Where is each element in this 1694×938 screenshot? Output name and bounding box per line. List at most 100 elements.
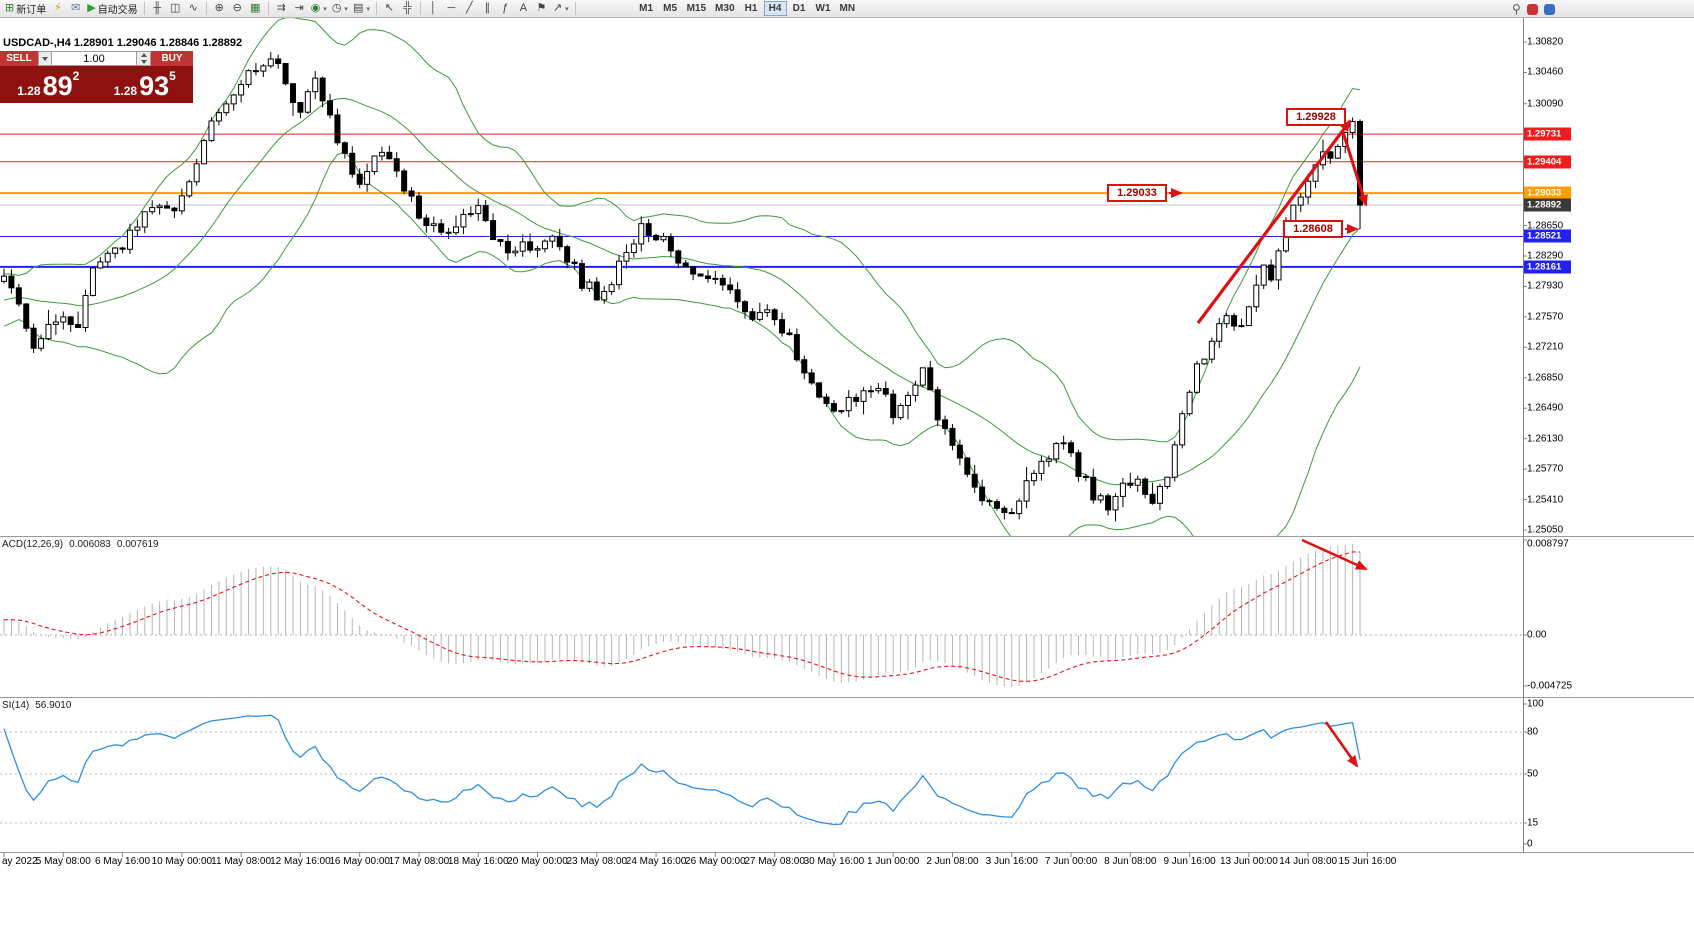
stepper-down[interactable] <box>137 59 150 66</box>
periods-icon: ◷ <box>331 2 342 14</box>
price-axis-label: 1.27210 <box>1527 341 1564 353</box>
bollinger-middle-band <box>3 97 1361 486</box>
candlestick-chart-icon: ◫ <box>169 2 181 14</box>
ohlc-text: USDCAD-,H4 1.28901 1.29046 1.28846 1.288… <box>3 37 243 49</box>
cursor-button[interactable]: ↖ <box>381 1 398 17</box>
templates-icon: ▤ <box>352 2 364 14</box>
timeframe-d1-button[interactable]: D1 <box>792 3 806 14</box>
timeframe-h1-button[interactable]: H1 <box>744 3 758 14</box>
panel-separators <box>0 18 1694 853</box>
timeframe-w1-button[interactable]: W1 <box>815 3 831 14</box>
rsi-name: SI(14) <box>2 700 30 711</box>
label-button[interactable]: ⚑ <box>533 1 550 17</box>
channel-button[interactable]: ∥ <box>479 1 496 17</box>
vertical-line-button[interactable]: │ <box>425 1 442 17</box>
toolbar-separator <box>375 2 377 15</box>
price-callout[interactable]: 1.29928 <box>1286 108 1346 126</box>
candlestick-chart-button[interactable]: ◫ <box>167 1 184 17</box>
toolbar-right-icons: ⚲ <box>1512 1 1555 17</box>
time-axis-label: 23 May 08:00 <box>566 856 628 867</box>
trendline-icon: ╱ <box>466 2 473 14</box>
alert-icon[interactable] <box>1526 3 1538 15</box>
time-axis-label: 8 Jun 08:00 <box>1104 856 1157 867</box>
new-order-icon: ⊞ <box>5 2 15 14</box>
horizontal-level-lines[interactable] <box>0 133 1523 268</box>
rsi-down-arrow[interactable] <box>1324 721 1359 768</box>
toolbar-separator <box>143 2 145 15</box>
price-axis-label: 1.30820 <box>1527 36 1564 48</box>
price-axis-label: 1.26850 <box>1527 372 1564 384</box>
chevron-down-icon: ▾ <box>344 5 348 13</box>
time-axis-label: 18 May 16:00 <box>447 856 509 867</box>
toolbar-separator <box>267 2 269 15</box>
time-axis-label: 14 Jun 08:00 <box>1279 856 1338 867</box>
timeframe-h4-button[interactable]: H4 <box>763 1 787 16</box>
reversal-down-arrow[interactable] <box>1341 131 1368 207</box>
toolbar: ⊞ 新订单 ⚡ ✉ ▶ 自动交易 ╫ ◫ ∿ ⊕ ⊖ ▦ ⇉ ⇥ ◉ ▾ ◷ ▾ ▤ ▾ ↖ ╬ │ ─ ╱ ∥ ƒ A ⚑ ↗ ▾ M1 M5… <box>0 0 1694 18</box>
sell-button[interactable]: SELL <box>0 51 38 66</box>
zoom-in-icon: ⊕ <box>214 2 224 14</box>
trend-up-arrow[interactable] <box>1196 119 1352 324</box>
rsi-scale-label: 0 <box>1527 838 1533 850</box>
bar-chart-button[interactable]: ╫ <box>149 1 166 17</box>
timeframe-m1-button[interactable]: M1 <box>639 3 654 14</box>
mail-button[interactable]: ✉ <box>67 1 84 17</box>
auto-scroll-button[interactable]: ⇉ <box>273 1 290 17</box>
toolbar-separator <box>205 2 207 15</box>
order-type-dropdown[interactable] <box>38 51 52 66</box>
price-axis-label: 1.27570 <box>1527 311 1564 323</box>
trend-arrows[interactable] <box>1169 119 1368 768</box>
bid-ask-panel: 1.28 89 2 1.28 93 5 <box>0 66 193 103</box>
zoom-in-button[interactable]: ⊕ <box>211 1 228 17</box>
line-chart-button[interactable]: ∿ <box>185 1 202 17</box>
price-callout[interactable]: 1.28608 <box>1283 220 1343 238</box>
tile-windows-button[interactable]: ▦ <box>247 1 264 17</box>
bid-price[interactable]: 1.28 89 2 <box>0 66 97 103</box>
profile-icon[interactable] <box>1543 3 1555 15</box>
zoom-out-button[interactable]: ⊖ <box>229 1 246 17</box>
indicators-button[interactable]: ◉ ▾ <box>309 1 329 17</box>
horizontal-line-button[interactable]: ─ <box>443 1 460 17</box>
volume-input[interactable]: 1.00 <box>52 51 137 66</box>
bid-big: 89 <box>42 71 73 102</box>
volume-stepper[interactable] <box>137 51 151 66</box>
timeframe-m5-button[interactable]: M5 <box>663 3 678 14</box>
stepper-up[interactable] <box>137 52 150 59</box>
text-button[interactable]: A <box>515 1 532 17</box>
trendline-button[interactable]: ╱ <box>461 1 478 17</box>
auto-trading-button[interactable]: ▶ 自动交易 <box>85 1 139 17</box>
macd-down-arrow[interactable] <box>1301 538 1368 571</box>
price-callout[interactable]: 1.29033 <box>1107 184 1167 202</box>
caret-down-icon <box>140 59 147 64</box>
ask-prefix: 1.28 <box>113 84 138 98</box>
crosshair-button[interactable]: ╬ <box>399 1 416 17</box>
search-icon[interactable]: ⚲ <box>1512 2 1521 16</box>
chart-shift-button[interactable]: ⇥ <box>291 1 308 17</box>
lightning-button[interactable]: ⚡ <box>49 1 66 17</box>
timeframe-m15-button[interactable]: M15 <box>686 3 707 14</box>
bid-pip: 2 <box>72 69 80 83</box>
time-axis-label: 9 Jun 16:00 <box>1163 856 1216 867</box>
timeframe-m30-button[interactable]: M30 <box>715 3 735 14</box>
fibonacci-icon: ƒ <box>502 2 509 14</box>
price-axis-label: 1.25410 <box>1527 494 1564 506</box>
ask-pip: 5 <box>169 69 176 83</box>
fibonacci-button[interactable]: ƒ <box>497 1 514 17</box>
rsi-panel <box>0 714 1523 826</box>
time-axis-label: 13 Jun 00:00 <box>1219 856 1278 867</box>
rsi-scale-label: 100 <box>1527 698 1544 710</box>
rsi-indicator-label: SI(14) 56.9010 <box>2 700 71 711</box>
caret-up-icon <box>140 53 147 58</box>
toolbar-separator <box>419 2 421 15</box>
timeframe-mn-button[interactable]: MN <box>839 3 856 14</box>
macd-scale-label: -0.004725 <box>1527 680 1573 692</box>
arrows-button[interactable]: ↗ ▾ <box>551 1 571 17</box>
price-level-badge: 1.29731 <box>1524 127 1571 141</box>
new-order-button[interactable]: ⊞ 新订单 <box>3 1 48 17</box>
periods-button[interactable]: ◷ ▾ <box>330 1 350 17</box>
buy-button[interactable]: BUY <box>151 51 193 66</box>
lightning-icon: ⚡ <box>53 2 62 14</box>
ask-price[interactable]: 1.28 93 5 <box>97 66 194 103</box>
templates-button[interactable]: ▤ ▾ <box>351 1 372 17</box>
